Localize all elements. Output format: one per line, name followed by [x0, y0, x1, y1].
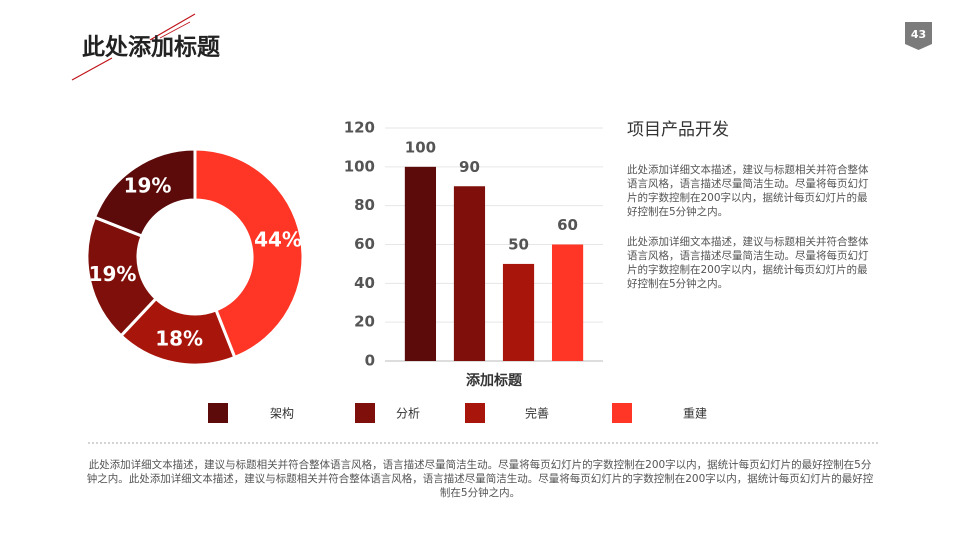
bar: [453, 186, 486, 361]
bar: [404, 166, 437, 361]
legend-swatch: [612, 403, 632, 423]
footer-text: 此处添加详细文本描述，建议与标题相关并符合整体语言风格，语言描述尽量简洁生动。尽…: [86, 459, 874, 499]
y-tick-label: 80: [354, 196, 375, 214]
legend-label: 完善: [525, 406, 549, 421]
x-tick-label: 添加标题: [466, 372, 523, 389]
bar: [502, 263, 535, 361]
decor-line: [71, 57, 113, 81]
legend-label: 架构: [270, 406, 294, 421]
legend-swatch: [355, 403, 375, 423]
text-heading: 项目产品开发: [627, 120, 729, 140]
pie-slice: [92, 147, 197, 238]
data-label: 100: [405, 138, 436, 156]
y-tick-label: 60: [354, 235, 375, 253]
data-label: 19%: [124, 174, 172, 198]
data-label: 19%: [89, 262, 137, 286]
data-label: 90: [459, 158, 480, 176]
legend-swatch: [465, 403, 485, 423]
decor-line: [149, 13, 196, 41]
y-tick-label: 0: [365, 352, 375, 370]
y-tick-label: 120: [344, 119, 375, 137]
y-tick-label: 20: [354, 313, 375, 331]
slide-title: 此处添加标题: [82, 35, 220, 61]
legend-swatch: [208, 403, 228, 423]
paragraph: 此处添加详细文本描述，建议与标题相关并符合整体语言风格，语言描述尽量简洁生动。尽…: [627, 236, 869, 290]
paragraph: 此处添加详细文本描述，建议与标题相关并符合整体语言风格，语言描述尽量简洁生动。尽…: [627, 164, 869, 218]
data-label: 44%: [254, 228, 302, 252]
data-label: 60: [557, 216, 578, 234]
y-tick-label: 100: [344, 157, 375, 175]
page-badge: [905, 22, 932, 50]
legend-label: 分析: [396, 407, 420, 421]
page-number: 43: [911, 28, 926, 41]
data-label: 50: [508, 235, 529, 253]
data-label: 18%: [155, 327, 203, 351]
y-tick-label: 40: [354, 274, 375, 292]
decor-line: [159, 21, 191, 39]
bar: [551, 244, 584, 361]
pie-slice: [193, 147, 305, 360]
legend-label: 重建: [683, 407, 707, 421]
